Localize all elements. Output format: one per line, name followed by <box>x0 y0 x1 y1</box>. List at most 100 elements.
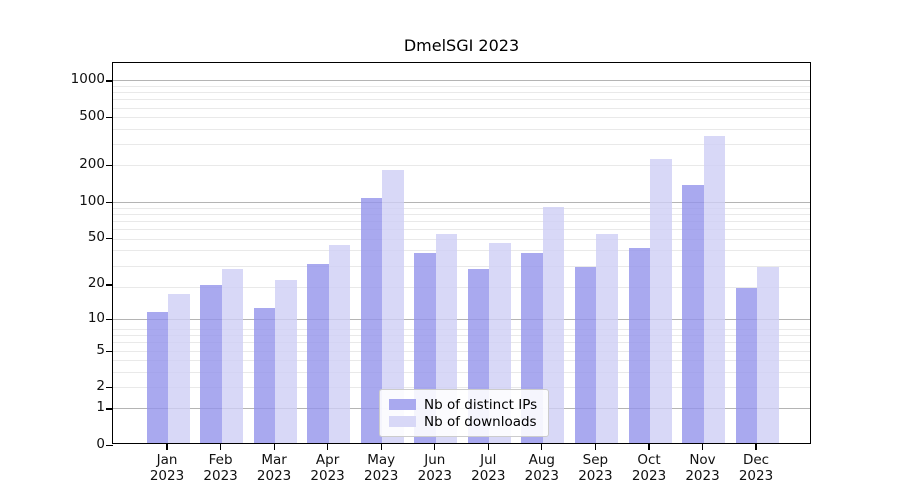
legend-label-distinct-ips: Nb of distinct IPs <box>424 396 538 413</box>
plot-area <box>106 62 811 447</box>
bar-downloads-mar <box>275 279 297 443</box>
bar-distinct-ips-jan <box>146 311 168 443</box>
bar-distinct-ips-feb <box>200 284 222 443</box>
x-tick <box>327 444 329 450</box>
x-tick <box>273 444 275 450</box>
x-tick <box>648 444 650 450</box>
y-gridline-major <box>113 80 810 82</box>
y-gridline-minor <box>113 350 810 352</box>
y-tick-label: 1 <box>96 399 105 416</box>
bar-distinct-ips-apr <box>307 263 329 443</box>
x-tick-label: Feb 2023 <box>203 452 238 484</box>
y-tick-label: 1000 <box>70 71 105 88</box>
bar-downloads-dec <box>757 267 779 443</box>
y-tick <box>106 408 113 410</box>
x-tick-label: Jun 2023 <box>417 452 452 484</box>
legend-swatch-distinct-ips <box>389 399 416 410</box>
x-tick-label: Sep 2023 <box>578 452 613 484</box>
y-gridline-minor <box>113 220 810 222</box>
y-gridline-minor <box>113 250 810 252</box>
y-gridline-minor <box>113 238 810 240</box>
x-tick <box>594 444 597 450</box>
x-tick <box>541 444 543 450</box>
y-tick <box>106 318 113 320</box>
y-gridline-minor <box>113 335 810 337</box>
bar-downloads-apr <box>328 244 351 443</box>
x-tick <box>166 444 168 450</box>
y-tick <box>106 80 113 82</box>
y-tick-label: 50 <box>87 228 105 245</box>
x-tick-label: May 2023 <box>364 452 399 484</box>
y-tick-label: 2 <box>96 378 105 394</box>
y-gridline-minor <box>113 207 810 209</box>
bar-distinct-ips-may <box>360 198 383 443</box>
legend-swatch-downloads <box>389 416 416 427</box>
y-tick <box>106 445 113 447</box>
y-tick-label: 100 <box>79 192 105 209</box>
y-tick <box>106 350 113 352</box>
x-tick <box>434 444 436 450</box>
x-tick <box>220 444 222 450</box>
y-gridline-minor <box>113 92 810 94</box>
y-gridline-minor <box>113 265 810 267</box>
x-tick-label: Nov 2023 <box>685 452 720 484</box>
y-tick <box>106 201 113 203</box>
y-gridline-minor <box>113 387 810 388</box>
bar-downloads-aug <box>542 206 565 443</box>
y-gridline-minor <box>113 342 810 344</box>
x-tick-label: Apr 2023 <box>310 452 345 484</box>
bar-downloads-jan <box>168 293 190 443</box>
x-tick-label: Jul 2023 <box>471 452 506 484</box>
y-tick-label: 20 <box>87 275 105 292</box>
bar-downloads-feb <box>221 269 243 443</box>
bar-distinct-ips-mar <box>253 307 276 443</box>
bar-downloads-sep <box>596 233 618 443</box>
bar-distinct-ips-nov <box>682 185 704 443</box>
y-tick <box>106 165 113 167</box>
bar-downloads-oct <box>650 159 672 443</box>
bar-distinct-ips-sep <box>574 267 597 443</box>
y-tick-label: 0 <box>96 436 105 452</box>
y-gridline-minor <box>113 360 810 362</box>
y-tick-label: 200 <box>79 156 105 173</box>
bar-distinct-ips-oct <box>628 248 650 443</box>
legend-label-downloads: Nb of downloads <box>424 413 537 430</box>
y-tick-label: 10 <box>87 309 105 326</box>
y-tick <box>106 117 113 119</box>
x-tick-label: Jan 2023 <box>149 452 185 484</box>
x-tick <box>701 444 704 450</box>
legend-item-downloads: Nb of downloads <box>389 413 539 430</box>
y-tick <box>106 387 113 389</box>
y-gridline-minor <box>113 213 810 215</box>
y-gridline-minor <box>113 86 810 88</box>
y-gridline-minor <box>113 144 810 145</box>
y-gridline-minor <box>113 107 810 109</box>
y-tick-label: 500 <box>79 108 105 124</box>
x-tick-label: Oct 2023 <box>631 452 667 484</box>
legend: Nb of distinct IPs Nb of downloads <box>379 389 549 437</box>
y-gridline-minor <box>113 286 810 288</box>
y-gridline-major <box>113 201 810 203</box>
y-gridline-minor <box>113 128 810 130</box>
x-tick <box>487 444 489 450</box>
y-gridline-minor <box>113 117 810 119</box>
x-tick <box>380 444 382 450</box>
y-gridline-major <box>113 318 810 320</box>
x-tick-label: Dec 2023 <box>738 452 774 484</box>
y-tick <box>106 237 113 239</box>
x-tick-label: Aug 2023 <box>524 452 559 484</box>
bar-downloads-nov <box>703 135 725 443</box>
y-gridline-minor <box>113 99 810 101</box>
y-tick-label: 5 <box>96 341 105 358</box>
chart-title: DmelSGI 2023 <box>403 36 520 55</box>
bar-downloads-may <box>382 169 404 443</box>
y-gridline-minor <box>113 165 810 167</box>
legend-item-distinct-ips: Nb of distinct IPs <box>389 396 539 413</box>
y-tick <box>106 284 113 286</box>
y-gridline-minor <box>113 329 810 331</box>
y-gridline-minor <box>113 229 810 230</box>
x-tick-label: Mar 2023 <box>256 452 292 484</box>
y-gridline-minor <box>113 371 810 373</box>
x-tick <box>755 444 757 450</box>
